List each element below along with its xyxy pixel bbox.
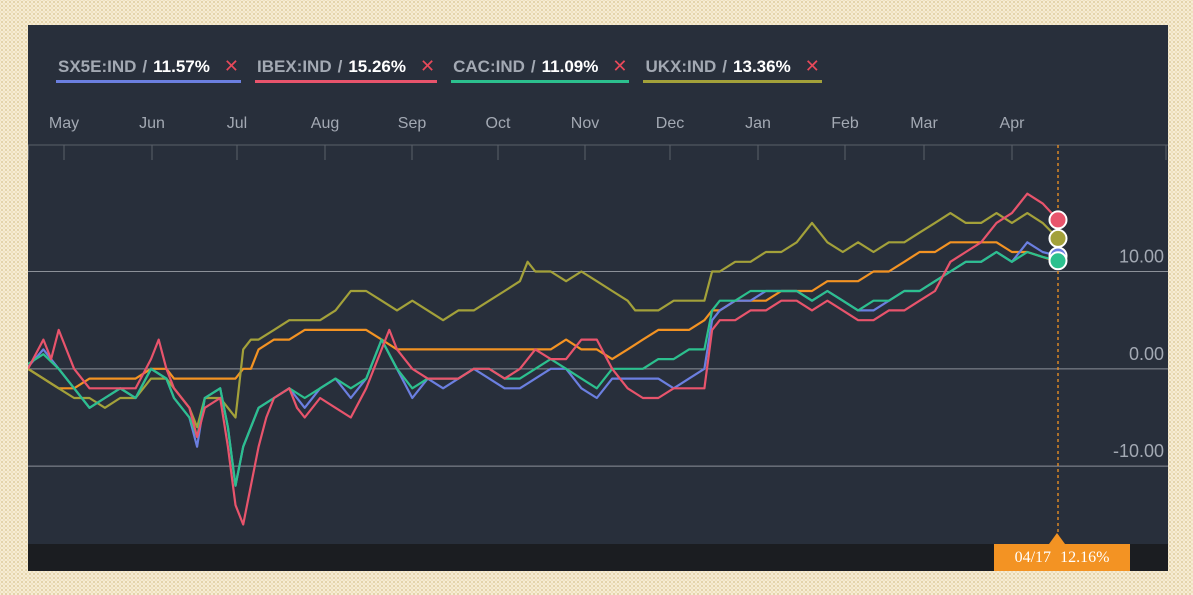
series-line-sx5e-ind (28, 241, 1059, 487)
x-tick-label: Sep (398, 115, 427, 132)
legend-ticker: CAC:IND (453, 56, 525, 76)
hover-tooltip: 04/17 12.16% (994, 544, 1130, 571)
tooltip-pointer (1049, 533, 1065, 544)
legend-value: 13.36% (733, 56, 791, 76)
legend-item-sx5e[interactable]: SX5E:IND / 11.57% ✕ (56, 56, 241, 83)
legend-item-ukx[interactable]: UKX:IND / 13.36% ✕ (643, 56, 822, 83)
x-tick-label: Apr (1000, 115, 1026, 132)
y-tick-label: -10.00 (1113, 441, 1164, 461)
x-tick-label: Dec (656, 115, 684, 132)
x-tick-label: Mar (910, 115, 938, 132)
legend-ticker: IBEX:IND (256, 56, 332, 76)
x-tick-label: Jun (139, 115, 165, 132)
x-tick-label: Jul (227, 115, 247, 132)
x-tick-label: Nov (571, 115, 599, 132)
remove-icon[interactable]: ✕ (420, 56, 436, 76)
endpoint-marker-cac (1048, 251, 1068, 271)
legend-separator: / (722, 56, 728, 76)
legend: SX5E:IND / 11.57% ✕ IBEX:IND / 15.26% ✕ … (56, 56, 822, 83)
x-tick-label: Feb (831, 115, 859, 132)
x-tick-label: May (49, 115, 79, 132)
legend-value: 11.57% (153, 56, 210, 76)
tooltip-value: 12.16% (1060, 548, 1110, 566)
x-tick-label: Aug (311, 115, 339, 132)
series-line-ibex-ind (28, 192, 1059, 526)
remove-icon[interactable]: ✕ (612, 56, 628, 76)
series-line-benchmark (28, 241, 1059, 390)
legend-ticker: SX5E:IND (58, 56, 137, 76)
legend-value: 11.09% (541, 56, 599, 76)
x-tick-label: Oct (486, 115, 511, 132)
timeline-bar (28, 544, 1168, 571)
line-chart: May Jun Jul Aug Sep Oct Nov Dec Jan Feb Mar Apr 10.0… (28, 115, 1168, 544)
legend-value: 15.26% (348, 56, 407, 76)
legend-item-cac[interactable]: CAC:IND / 11.09% ✕ (451, 56, 630, 83)
chart-panel: May Jun Jul Aug Sep Oct Nov Dec Jan Feb Mar Apr 10.0… (28, 25, 1168, 571)
remove-icon[interactable]: ✕ (223, 56, 239, 76)
legend-separator: / (142, 56, 148, 76)
y-tick-label: 10.00 (1119, 247, 1164, 267)
series-line-ukx-ind (28, 212, 1059, 429)
y-tick-label: 0.00 (1129, 344, 1164, 364)
legend-ticker: UKX:IND (645, 56, 717, 76)
endpoint-marker-ibex (1048, 210, 1068, 230)
legend-item-ibex[interactable]: IBEX:IND / 15.26% ✕ (254, 56, 438, 83)
tooltip-date: 04/17 (1014, 548, 1052, 566)
endpoint-marker-ukx (1048, 228, 1068, 248)
remove-icon[interactable]: ✕ (804, 56, 820, 76)
legend-separator: / (530, 56, 536, 76)
legend-separator: / (337, 56, 343, 76)
x-tick-label: Jan (745, 115, 771, 132)
